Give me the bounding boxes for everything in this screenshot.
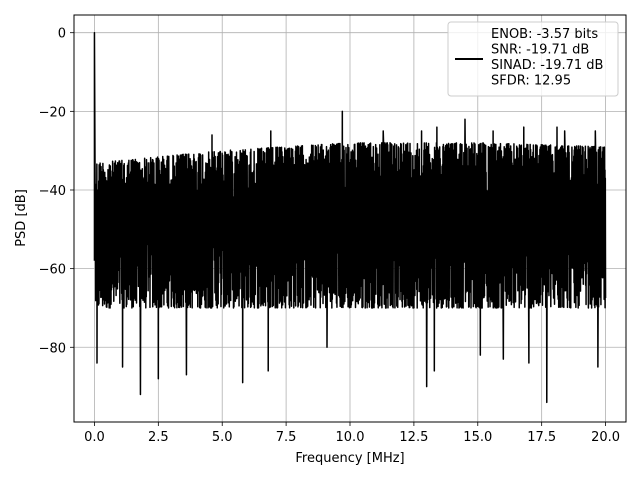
y-axis-ticks: 0 −20 −40 −60 −80 xyxy=(39,27,74,356)
legend-entry-line: SNR: -19.71 dB xyxy=(491,43,589,58)
legend-entry-line: ENOB: -3.57 bits xyxy=(491,27,598,42)
y-axis-label: PSD [dB] xyxy=(14,189,29,247)
legend: ENOB: -3.57 bits SNR: -19.71 dB SINAD: -19… xyxy=(447,21,619,97)
y-tick-label: −60 xyxy=(39,263,66,278)
legend-entry-line: SINAD: -19.71 dB xyxy=(491,58,603,73)
y-tick-label: −80 xyxy=(39,341,66,356)
x-axis-label: Frequency [MHz] xyxy=(295,451,404,466)
x-axis-ticks: 0.0 2.5 5.0 7.5 10.0 12.5 15.0 17.5 20.0 xyxy=(84,422,620,445)
x-tick-label: 5.0 xyxy=(212,430,233,445)
x-tick-label: 17.5 xyxy=(527,430,556,445)
legend-entry-line: SFDR: 12.95 xyxy=(491,74,571,89)
x-tick-label: 0.0 xyxy=(84,430,105,445)
y-tick-label: −20 xyxy=(39,105,66,120)
plot-area xyxy=(93,31,607,404)
legend-box xyxy=(447,21,619,97)
x-tick-label: 12.5 xyxy=(399,430,428,445)
y-tick-label: 0 xyxy=(58,27,66,42)
x-tick-label: 10.0 xyxy=(336,430,365,445)
y-tick-label: −40 xyxy=(39,184,66,199)
legend-entry-label: ENOB: -3.57 bits SNR: -19.71 dB SINAD: -19… xyxy=(491,27,603,89)
x-tick-label: 15.0 xyxy=(463,430,492,445)
x-tick-label: 2.5 xyxy=(148,430,169,445)
psd-series-line xyxy=(93,31,607,404)
x-tick-label: 20.0 xyxy=(591,430,620,445)
x-tick-label: 7.5 xyxy=(276,430,297,445)
